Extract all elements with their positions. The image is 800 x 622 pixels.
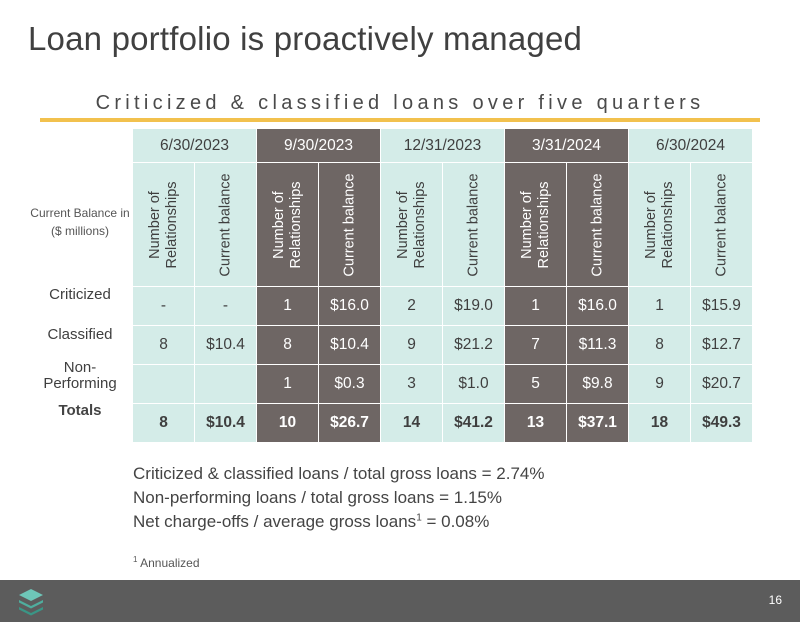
table-cell: 10	[256, 403, 319, 443]
table-row-criticized: - - 1 $16.0 2 $19.0 1 $16.0 1 $15.9	[132, 286, 753, 326]
row-label-totals: Totals	[58, 402, 102, 419]
table-cell: $20.7	[690, 364, 753, 404]
table-cell: 8	[256, 325, 319, 365]
column-header-text: Current balance	[589, 172, 605, 277]
table-cell: 7	[504, 325, 567, 365]
table-cell: $11.3	[566, 325, 629, 365]
row-label-classified: Classified	[47, 326, 113, 343]
table-cell: 13	[504, 403, 567, 443]
stat-net-charge-offs-value: = 0.08%	[421, 512, 490, 531]
table-cell: $9.8	[566, 364, 629, 404]
table-cell: $16.0	[566, 286, 629, 326]
table-cell: -	[194, 286, 257, 326]
table-cell: $37.1	[566, 403, 629, 443]
footer-bar: 16	[0, 580, 800, 622]
table-cell: $21.2	[442, 325, 505, 365]
column-header-row: Number of Relationships Current balance …	[132, 162, 753, 287]
column-header-relationships: Number of Relationships	[256, 162, 319, 287]
table-cell: $10.4	[318, 325, 381, 365]
table-cell: -	[132, 286, 195, 326]
column-header-relationships: Number of Relationships	[132, 162, 195, 287]
row-label-non-performing: Non- Performing	[30, 360, 130, 392]
footnote-marker: 1	[133, 555, 138, 564]
table-cell: 2	[380, 286, 443, 326]
table-cell: $12.7	[690, 325, 753, 365]
table-cell: 5	[504, 364, 567, 404]
footnote-text: Annualized	[137, 556, 200, 570]
row-label-non-performing-line1: Non-	[63, 359, 97, 376]
page-number: 16	[768, 593, 782, 607]
table-cell: $10.4	[194, 403, 257, 443]
page-title: Loan portfolio is proactively managed	[28, 20, 583, 57]
quarter-header: 6/30/2024	[628, 128, 753, 163]
table-cell: 9	[380, 325, 443, 365]
summary-stats: Criticized & classified loans / total gr…	[133, 462, 545, 534]
stat-non-performing-ratio: Non-performing loans / total gross loans…	[133, 488, 503, 507]
column-header-balance: Current balance	[442, 162, 505, 287]
stat-criticized-classified-ratio: Criticized & classified loans / total gr…	[133, 464, 545, 483]
loans-table: 6/30/2023 9/30/2023 12/31/2023 3/31/2024…	[132, 128, 753, 443]
stat-net-charge-offs-label: Net charge-offs / average gross loans	[133, 512, 417, 531]
row-label-non-performing-line2: Performing	[43, 375, 117, 392]
table-cell: 14	[380, 403, 443, 443]
table-cell: 8	[132, 403, 195, 443]
column-header-balance: Current balance	[566, 162, 629, 287]
quarter-header: 12/31/2023	[380, 128, 505, 163]
table-cell: 18	[628, 403, 691, 443]
table-row-non-performing: 1 $0.3 3 $1.0 5 $9.8 9 $20.7	[132, 364, 753, 404]
table-cell: $16.0	[318, 286, 381, 326]
table-row-totals: 8 $10.4 10 $26.7 14 $41.2 13 $37.1 18 $4…	[132, 403, 753, 443]
table-cell	[194, 364, 257, 404]
footnote-marker: 1	[416, 512, 422, 524]
column-header-text: Current balance	[465, 172, 481, 277]
row-label-criticized: Criticized	[49, 286, 111, 303]
column-header-text: Number of Relationships	[394, 180, 428, 269]
column-header-text: Current balance	[713, 172, 729, 277]
quarter-header: 9/30/2023	[256, 128, 381, 163]
table-cell: 8	[628, 325, 691, 365]
table-cell	[132, 364, 195, 404]
column-header-text: Number of Relationships	[518, 180, 552, 269]
column-header-text: Current balance	[341, 172, 357, 277]
table-cell: $1.0	[442, 364, 505, 404]
table-cell: 1	[256, 286, 319, 326]
accent-rule	[40, 118, 760, 122]
footnote: 1 Annualized	[133, 555, 200, 571]
table-cell: $26.7	[318, 403, 381, 443]
column-header-balance: Current balance	[194, 162, 257, 287]
quarter-header-row: 6/30/2023 9/30/2023 12/31/2023 3/31/2024…	[132, 128, 753, 163]
quarter-header: 6/30/2023	[132, 128, 257, 163]
column-header-text: Number of Relationships	[642, 180, 676, 269]
table-cell: 9	[628, 364, 691, 404]
table-cell: $49.3	[690, 403, 753, 443]
table-cell: 3	[380, 364, 443, 404]
column-header-text: Current balance	[217, 172, 233, 277]
table-cell: 1	[628, 286, 691, 326]
quarter-header: 3/31/2024	[504, 128, 629, 163]
column-header-relationships: Number of Relationships	[380, 162, 443, 287]
table-cell: $41.2	[442, 403, 505, 443]
column-header-relationships: Number of Relationships	[628, 162, 691, 287]
column-header-balance: Current balance	[318, 162, 381, 287]
table-cell: 1	[256, 364, 319, 404]
table-cell: $15.9	[690, 286, 753, 326]
stat-net-charge-offs: Net charge-offs / average gross loans1 =…	[133, 510, 545, 534]
table-cell: $0.3	[318, 364, 381, 404]
table-cell: $19.0	[442, 286, 505, 326]
balance-unit-label: Current Balance in ($ millions)	[30, 206, 130, 238]
column-header-relationships: Number of Relationships	[504, 162, 567, 287]
section-subtitle: Criticized & classified loans over five …	[95, 92, 705, 114]
column-header-text: Number of Relationships	[146, 180, 180, 269]
table-cell: 1	[504, 286, 567, 326]
table-cell: 8	[132, 325, 195, 365]
stacked-layers-icon	[19, 589, 43, 616]
table-row-classified: 8 $10.4 8 $10.4 9 $21.2 7 $11.3 8 $12.7	[132, 325, 753, 365]
table-cell: $10.4	[194, 325, 257, 365]
column-header-text: Number of Relationships	[270, 180, 304, 269]
column-header-balance: Current balance	[690, 162, 753, 287]
